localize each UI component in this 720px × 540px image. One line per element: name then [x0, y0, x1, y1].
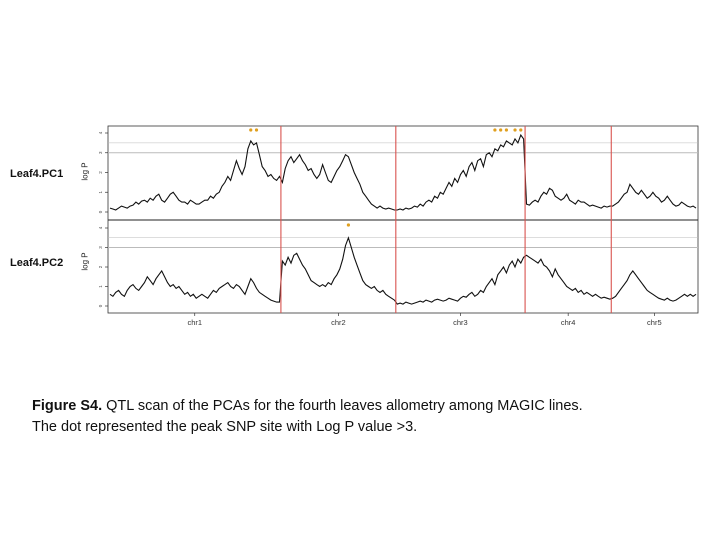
peak-dot	[519, 128, 523, 132]
caption-line-1: QTL scan of the PCAs for the fourth leav…	[102, 398, 583, 414]
panel-2-label: Leaf4.PC2	[10, 257, 64, 269]
peak-dot	[346, 223, 351, 227]
lod-curve	[109, 236, 697, 305]
y-tick-label: 2	[98, 265, 103, 268]
y-tick-label: 1	[98, 191, 103, 194]
y-tick-label: 3	[98, 151, 103, 154]
panel-1-label: Leaf4.PC1	[10, 168, 64, 180]
y-tick-label: 0	[98, 304, 103, 307]
y-tick-label: 2	[98, 171, 103, 174]
peak-dot	[254, 128, 259, 132]
caption-label: Figure S4.	[32, 398, 103, 414]
qtl-figure: 0 1 2 3 4 0 1 2 3 4 chr1 chr2 chr3 chr4 chr5 Leaf4.PC1…	[10, 125, 699, 327]
y-tick-label: 4	[98, 131, 103, 134]
y-tick-label: 3	[98, 246, 103, 249]
peak-dot	[493, 128, 497, 132]
peak-dot	[513, 128, 517, 132]
panel-1-ylabel: log P	[80, 162, 90, 181]
x-tick-label: chr1	[187, 318, 202, 327]
figure-caption: Figure S4. QTL scan of the PCAs for the …	[32, 396, 692, 438]
lod-curve	[109, 133, 697, 211]
y-tick-label: 4	[98, 226, 103, 229]
qtl-chart: 0 1 2 3 4 0 1 2 3 4 chr1 chr2 chr3 chr4 chr5	[98, 125, 699, 327]
x-tick-label: chr2	[331, 318, 346, 327]
panel-2-ylabel: log P	[80, 252, 90, 271]
caption-line-2: The dot represented the peak SNP site wi…	[32, 419, 418, 435]
y-tick-label: 1	[98, 285, 103, 288]
x-tick-label: chr3	[453, 318, 468, 327]
peak-dot	[249, 128, 253, 132]
x-tick-label: chr5	[647, 318, 662, 327]
peak-dot	[504, 128, 509, 132]
y-tick-label: 0	[98, 210, 103, 213]
peak-dot	[499, 128, 503, 132]
x-tick-label: chr4	[561, 318, 576, 327]
